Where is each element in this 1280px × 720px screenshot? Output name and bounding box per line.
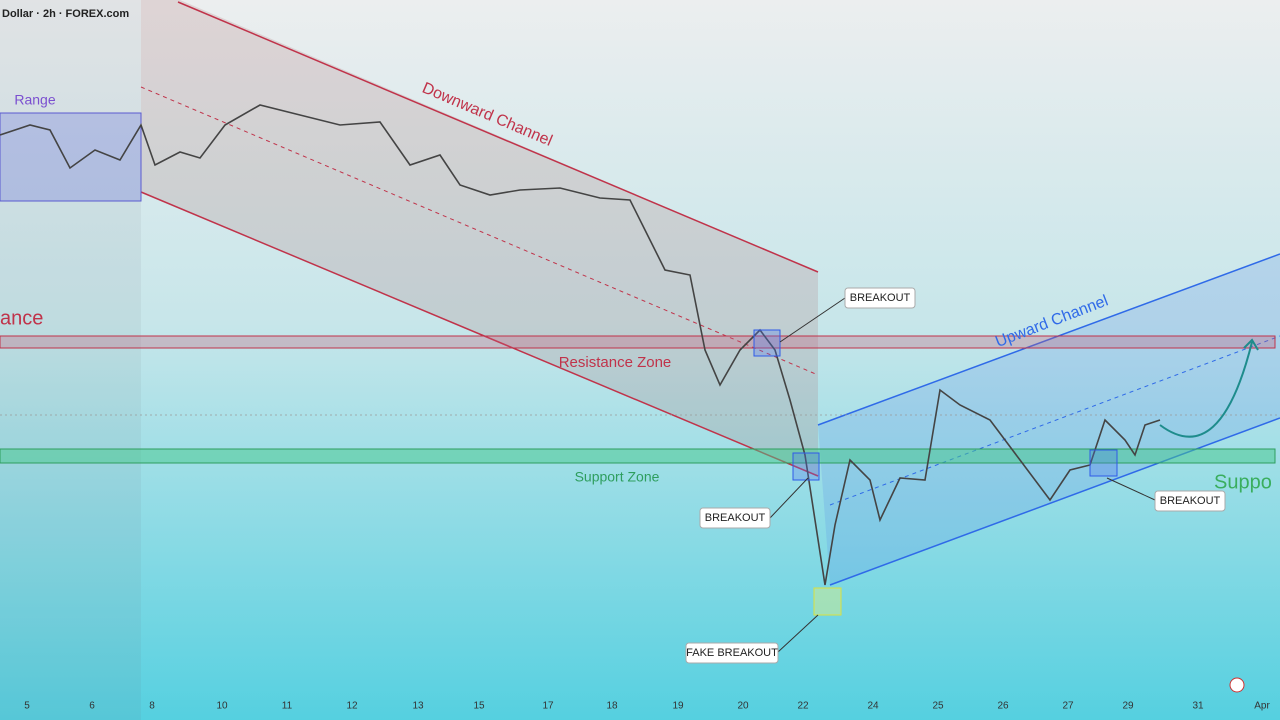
callout-box <box>685 642 779 664</box>
annotation: Support Zone <box>575 469 660 485</box>
annotation: ance <box>0 307 43 329</box>
left-shade <box>0 0 141 720</box>
x-tick-label: 22 <box>797 701 809 712</box>
connector <box>1106 477 1156 501</box>
x-tick-label: Apr <box>1254 701 1270 712</box>
downward-channel-fill <box>141 0 818 476</box>
resistance-zone <box>0 335 1276 349</box>
flag-icon <box>1229 677 1245 693</box>
breakout-box <box>1089 449 1118 477</box>
channel-line <box>829 417 1280 586</box>
projection-arrow <box>1159 341 1253 438</box>
x-tick-label: 20 <box>737 701 749 712</box>
callout-box <box>699 507 771 529</box>
annotation: Suppo <box>1214 471 1272 493</box>
connector <box>779 297 846 343</box>
channel-line <box>817 253 1280 426</box>
callout: BREAKOUT <box>705 512 766 524</box>
upward-channel-fill <box>818 254 1280 585</box>
x-tick-label: 18 <box>606 701 618 712</box>
x-tick-label: 17 <box>542 701 554 712</box>
x-tick-label: 26 <box>997 701 1009 712</box>
x-tick-label: 5 <box>24 701 30 712</box>
x-axis: 5 6 8 10 11 12 13 15 17 18 19 20 22 24 25 26 27 29 31 Apr <box>24 701 1270 712</box>
x-tick-label: 8 <box>149 701 155 712</box>
annotation: Resistance Zone <box>559 354 672 371</box>
callout-box <box>1154 490 1226 512</box>
x-tick-label: 10 <box>216 701 228 712</box>
x-tick-label: 29 <box>1122 701 1134 712</box>
x-tick-label: 13 <box>412 701 424 712</box>
x-tick-label: 6 <box>89 701 95 712</box>
channel-midline <box>829 335 1280 506</box>
x-tick-label: 31 <box>1192 701 1204 712</box>
price-path <box>0 104 1161 586</box>
callout-box <box>844 287 916 309</box>
callout: BREAKOUT <box>1160 495 1221 507</box>
x-tick-label: 12 <box>346 701 358 712</box>
x-tick-label: 19 <box>672 701 684 712</box>
x-tick-label: 27 <box>1062 701 1074 712</box>
header-title: Dollar · 2h · FOREX.com <box>2 8 129 20</box>
annotation: Range <box>14 92 55 108</box>
fake-breakout-box <box>813 587 842 616</box>
x-tick-label: 11 <box>282 701 293 712</box>
callout: FAKE BREAKOUT <box>686 647 778 659</box>
x-tick-label: 24 <box>867 701 879 712</box>
connector <box>769 477 809 519</box>
x-tick-label: 15 <box>473 701 485 712</box>
callout: BREAKOUT <box>850 292 911 304</box>
support-zone <box>0 448 1276 464</box>
arrow-head <box>1243 338 1259 351</box>
breakout-box <box>792 452 820 481</box>
channel-line <box>140 191 819 477</box>
x-tick-label: 25 <box>932 701 944 712</box>
channel-midline <box>140 86 819 376</box>
range-box <box>0 112 142 202</box>
connector <box>777 614 819 653</box>
breakout-box <box>753 329 781 357</box>
channel-line <box>177 1 819 273</box>
